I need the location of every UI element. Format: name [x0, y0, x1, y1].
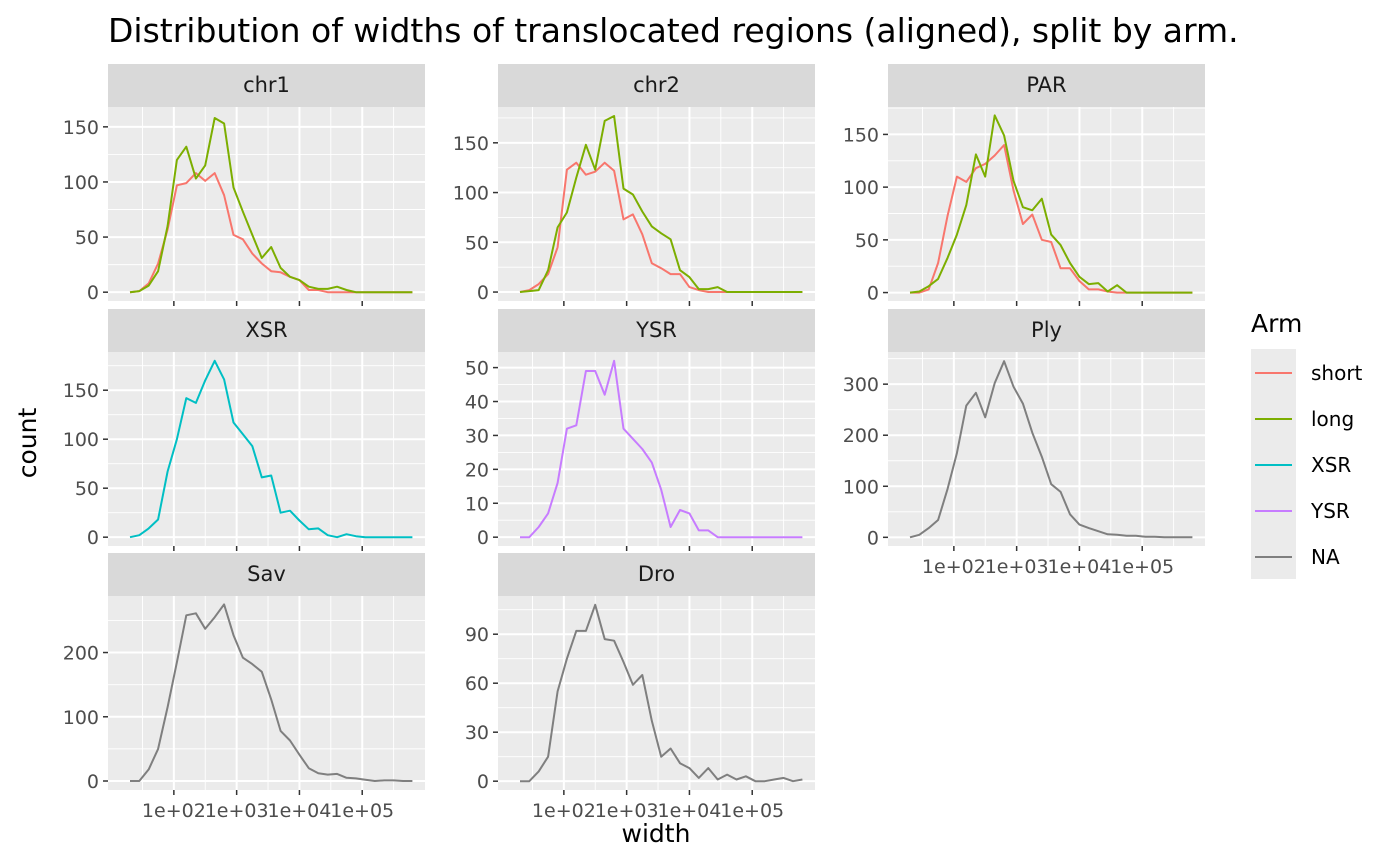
x-tick-label: 1e+03 — [595, 800, 659, 822]
y-tick-label: 150 — [453, 133, 489, 155]
x-tick-label: 1e+03 — [205, 800, 269, 822]
panel-background — [108, 352, 425, 546]
y-tick-label: 200 — [63, 643, 99, 665]
legend-label-xsr: XSR — [1311, 453, 1351, 477]
x-tick-label: 1e+05 — [1110, 556, 1174, 578]
x-tick-label: 1e+04 — [1047, 556, 1111, 578]
series-line-na — [909, 360, 1193, 539]
x-axis-title: width — [622, 819, 691, 848]
x-tick-label: 1e+03 — [985, 556, 1049, 578]
y-tick-label: 30 — [465, 722, 489, 744]
y-tick-label: 0 — [87, 771, 99, 793]
series-line-na — [520, 603, 803, 783]
y-tick-label: 90 — [465, 624, 489, 646]
y-tick-label: 150 — [843, 124, 879, 146]
legend-title: Arm — [1251, 309, 1302, 338]
x-tick-label: 1e+02 — [922, 556, 986, 578]
y-tick-label: 100 — [63, 172, 99, 194]
x-tick-label: 1e+05 — [720, 800, 784, 822]
facet-strip-label: chr1 — [243, 73, 290, 97]
legend-label-na: NA — [1311, 545, 1340, 569]
facet-strip — [498, 309, 815, 352]
y-tick-label: 100 — [453, 183, 489, 205]
facet-strip — [498, 64, 815, 107]
series-line-long — [909, 114, 1193, 294]
y-tick-label: 10 — [465, 493, 489, 515]
series-line-ysr — [520, 359, 803, 539]
facet-strip-label: Sav — [247, 562, 286, 586]
facet-strip-label: XSR — [245, 318, 287, 342]
facet-panels: chr1050100150chr2050100150PAR050100150XS… — [63, 64, 1205, 822]
y-tick-label: 30 — [465, 425, 489, 447]
y-tick-label: 0 — [87, 527, 99, 549]
y-tick-label: 50 — [465, 358, 489, 380]
y-tick-label: 0 — [867, 527, 879, 549]
y-tick-label: 100 — [63, 429, 99, 451]
x-tick-label: 1e+05 — [330, 800, 394, 822]
y-tick-label: 150 — [63, 380, 99, 402]
panel-background — [498, 107, 815, 301]
series-line-na — [130, 603, 413, 782]
facet-chr2: chr2 0 50 100 150 — [453, 64, 815, 306]
facet-par: PAR 0 50 100 150 — [843, 64, 1205, 306]
y-tick-label: 100 — [843, 177, 879, 199]
facet-ysr: YSR 0 10 20 30 40 50 — [465, 309, 815, 551]
facet-strip — [108, 553, 425, 596]
facet-strip — [108, 309, 425, 352]
y-tick-label: 60 — [465, 673, 489, 695]
y-tick-label: 200 — [843, 425, 879, 447]
series-line-xsr — [129, 359, 413, 539]
panel-background — [108, 596, 425, 790]
y-tick-label: 150 — [63, 117, 99, 139]
facet-strip-label: YSR — [635, 318, 677, 342]
y-tick-label: 0 — [867, 283, 879, 305]
panel-background — [108, 107, 425, 301]
facet-strip-label: Ply — [1031, 318, 1062, 342]
y-tick-label: 50 — [75, 227, 99, 249]
y-tick-label: 50 — [855, 230, 879, 252]
y-tick-label: 100 — [843, 476, 879, 498]
legend-label-short: short — [1311, 361, 1363, 385]
facet-strip — [888, 309, 1205, 352]
facet-strip-label: Dro — [638, 562, 675, 586]
y-axis-title: count — [13, 408, 42, 479]
legend-label-ysr: YSR — [1310, 499, 1350, 523]
panel-background — [888, 352, 1205, 546]
y-tick-label: 100 — [63, 707, 99, 729]
y-tick-label: 40 — [465, 392, 489, 414]
x-tick-label: 1e+02 — [142, 800, 206, 822]
y-tick-label: 50 — [465, 232, 489, 254]
y-tick-label: 0 — [87, 282, 99, 304]
chart-title: Distribution of widths of translocated r… — [108, 11, 1239, 50]
legend: Arm short long XSR YSR NA — [1251, 309, 1363, 579]
x-tick-label: 1e+04 — [267, 800, 331, 822]
facet-strip — [108, 64, 425, 107]
y-tick-label: 0 — [477, 282, 489, 304]
y-tick-label: 20 — [465, 459, 489, 481]
y-tick-label: 300 — [843, 374, 879, 396]
series-line-long — [129, 117, 413, 294]
legend-label-long: long — [1311, 407, 1354, 431]
panel-background — [888, 107, 1205, 301]
facet-strip — [498, 553, 815, 596]
facet-strip-label: chr2 — [633, 73, 680, 97]
facet-strip — [888, 64, 1205, 107]
facet-chr1: chr1 0 50 100 150 — [63, 64, 425, 306]
y-tick-label: 50 — [75, 478, 99, 500]
x-tick-label: 1e+04 — [657, 800, 721, 822]
facet-strip-label: PAR — [1026, 73, 1066, 97]
panel-background — [498, 596, 815, 790]
series-line-long — [519, 115, 803, 293]
y-tick-label: 0 — [477, 771, 489, 793]
y-tick-label: 0 — [477, 527, 489, 549]
x-tick-label: 1e+02 — [532, 800, 596, 822]
facet-xsr: XSR 0 50 100 150 — [63, 309, 425, 551]
